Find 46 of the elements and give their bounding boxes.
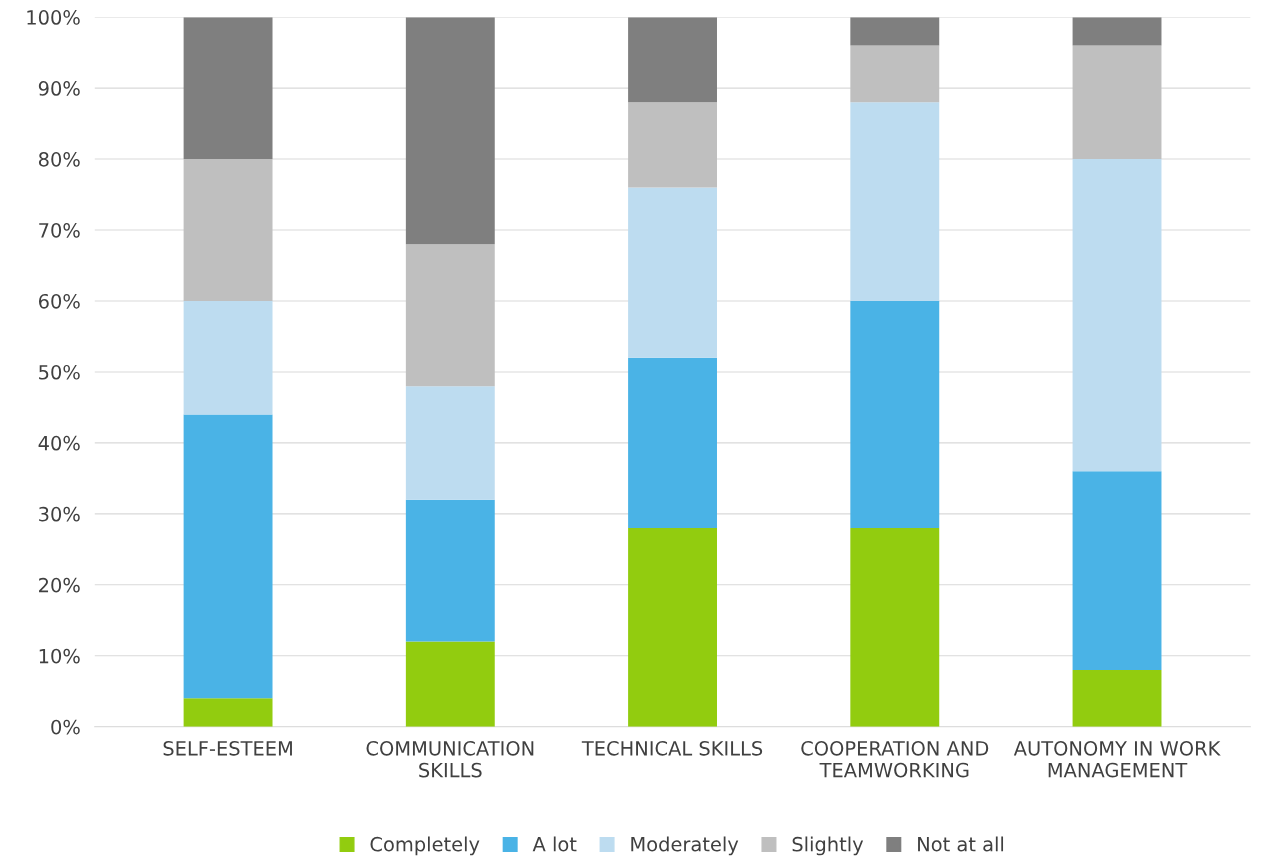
bar <box>1072 669 1162 727</box>
y-tick-label: 100% <box>27 10 80 25</box>
bar <box>1072 45 1162 160</box>
bar <box>183 17 273 160</box>
bar <box>628 357 717 529</box>
x-tick-label: COOPERATION AND TEAMWORKING <box>801 740 989 778</box>
legend-label: A lot <box>532 836 577 852</box>
y-tick-label: 30% <box>39 506 80 522</box>
x-tick-label: COMMUNICATION SKILLS <box>366 740 534 778</box>
bar <box>850 17 940 46</box>
y-tick-label: 20% <box>39 577 80 593</box>
y-tick-label: 90% <box>38 81 80 96</box>
bar <box>1072 159 1162 472</box>
bar <box>405 641 495 727</box>
bar <box>405 17 495 245</box>
y-tick-label: 60% <box>38 293 80 309</box>
bar <box>628 17 717 103</box>
x-tick-label: TECHNICAL SKILLS <box>581 740 763 756</box>
legend-label: Slightly <box>792 836 864 856</box>
y-tick-label: 40% <box>38 435 80 451</box>
bar <box>405 244 495 387</box>
bar <box>628 102 717 188</box>
bar <box>183 159 273 301</box>
bar <box>405 499 495 642</box>
y-tick-label: 50% <box>39 364 80 380</box>
y-tick-label: 80% <box>38 152 80 167</box>
y-tick-label: 70% <box>39 222 80 238</box>
bar <box>405 386 495 500</box>
bar <box>628 528 717 727</box>
bar <box>183 698 273 727</box>
bar <box>183 414 273 699</box>
x-tick-label: SELF-ESTEEM <box>163 740 292 756</box>
bar <box>628 187 717 358</box>
y-tick-label: 10% <box>39 648 80 664</box>
legend-label: Completely <box>370 836 480 856</box>
y-tick-label: 0% <box>51 719 80 735</box>
x-tick-label: AUTONOMY IN WORK MANAGEMENT <box>1013 740 1221 778</box>
legend-label: Moderately <box>631 836 739 856</box>
bar <box>850 528 940 727</box>
bar <box>850 45 940 103</box>
legend-label: Not at all <box>918 836 1004 852</box>
bar <box>850 300 940 529</box>
bar <box>850 102 940 301</box>
bar <box>1072 471 1162 670</box>
bar <box>1072 17 1162 46</box>
bar <box>183 300 273 415</box>
